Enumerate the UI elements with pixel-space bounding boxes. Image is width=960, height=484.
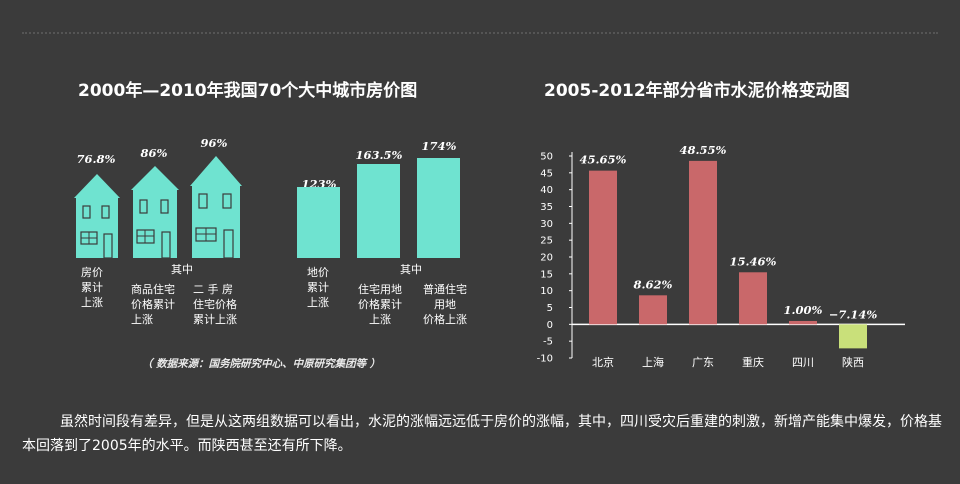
- bar-data-label: 45.65%: [580, 153, 627, 167]
- y-tick-label: 20: [540, 253, 553, 264]
- bar-data-label: 48.55%: [680, 143, 727, 157]
- house-value-label: 76.8%: [76, 152, 116, 166]
- x-category-label: 广东: [692, 356, 714, 369]
- bar-陕西: [839, 324, 867, 349]
- x-category-label: 重庆: [742, 355, 764, 369]
- land-category-label: 地价 累计 上涨: [307, 266, 329, 309]
- y-tick-label: 35: [540, 202, 553, 213]
- bar-四川: [789, 320, 817, 325]
- x-category-label: 上海: [642, 355, 664, 369]
- y-tick-label: 5: [547, 303, 553, 314]
- y-tick-label: 30: [540, 219, 553, 230]
- land-group-label: 其中: [400, 263, 422, 276]
- y-tick-label: 15: [540, 269, 553, 280]
- x-category-label: 四川: [792, 356, 814, 369]
- bar-重庆: [739, 272, 767, 325]
- house-value-label: 86%: [140, 146, 168, 160]
- body-paragraph: 虽然时间段有差异，但是从这两组数据可以看出，水泥的涨幅远远低于房价的涨幅，其中，…: [22, 414, 942, 454]
- bar-北京: [589, 170, 617, 325]
- house-icon: [131, 166, 179, 258]
- bar-广东: [689, 160, 717, 325]
- bar-上海: [639, 295, 667, 325]
- house-value-label: 96%: [200, 136, 228, 150]
- right-chart-title: 2005-2012年部分省市水泥价格变动图: [544, 81, 850, 101]
- x-category-label: 陕西: [842, 355, 864, 369]
- y-tick-label: 10: [540, 286, 553, 297]
- land-value-label: 163.5%: [355, 148, 403, 162]
- land-price-bar: [417, 158, 460, 258]
- top-dotted-divider: [22, 32, 938, 34]
- y-tick-label: 45: [540, 168, 553, 179]
- left-chart-title: 2000年—2010年我国70个大中城市房价图: [78, 81, 418, 101]
- y-tick-label: 40: [540, 185, 553, 196]
- y-tick-label: 0: [547, 320, 553, 331]
- y-tick-label: -10: [537, 354, 553, 365]
- house-group-label: 其中: [171, 263, 193, 276]
- house-icon: [74, 174, 120, 258]
- land-category-label: 普通住宅 用地 价格上涨: [423, 283, 467, 326]
- bar-data-label: 15.46%: [730, 254, 777, 268]
- house-category-label: 房价 累计 上涨: [81, 266, 103, 309]
- x-category-label: 北京: [592, 355, 614, 369]
- y-tick-label: -5: [543, 337, 553, 348]
- house-category-label: 商品住宅 价格累计 上涨: [131, 283, 175, 326]
- bar-data-label: −7.14%: [829, 307, 878, 321]
- house-icon: [190, 156, 242, 258]
- land-category-label: 住宅用地 价格累计 上涨: [358, 283, 402, 326]
- bar-data-label: 8.62%: [634, 277, 673, 291]
- bar-data-label: 1.00%: [784, 303, 823, 317]
- land-value-label: 174%: [421, 139, 457, 153]
- land-price-bar: [357, 164, 400, 258]
- y-tick-label: 25: [540, 236, 553, 247]
- land-price-bar: [297, 187, 340, 258]
- house-category-label: 二 手 房 住宅价格 累计上涨: [193, 283, 237, 326]
- data-source-note: （ 数据来源：国务院研究中心、中原研究集团等 ）: [142, 358, 381, 370]
- y-tick-label: 50: [540, 152, 553, 163]
